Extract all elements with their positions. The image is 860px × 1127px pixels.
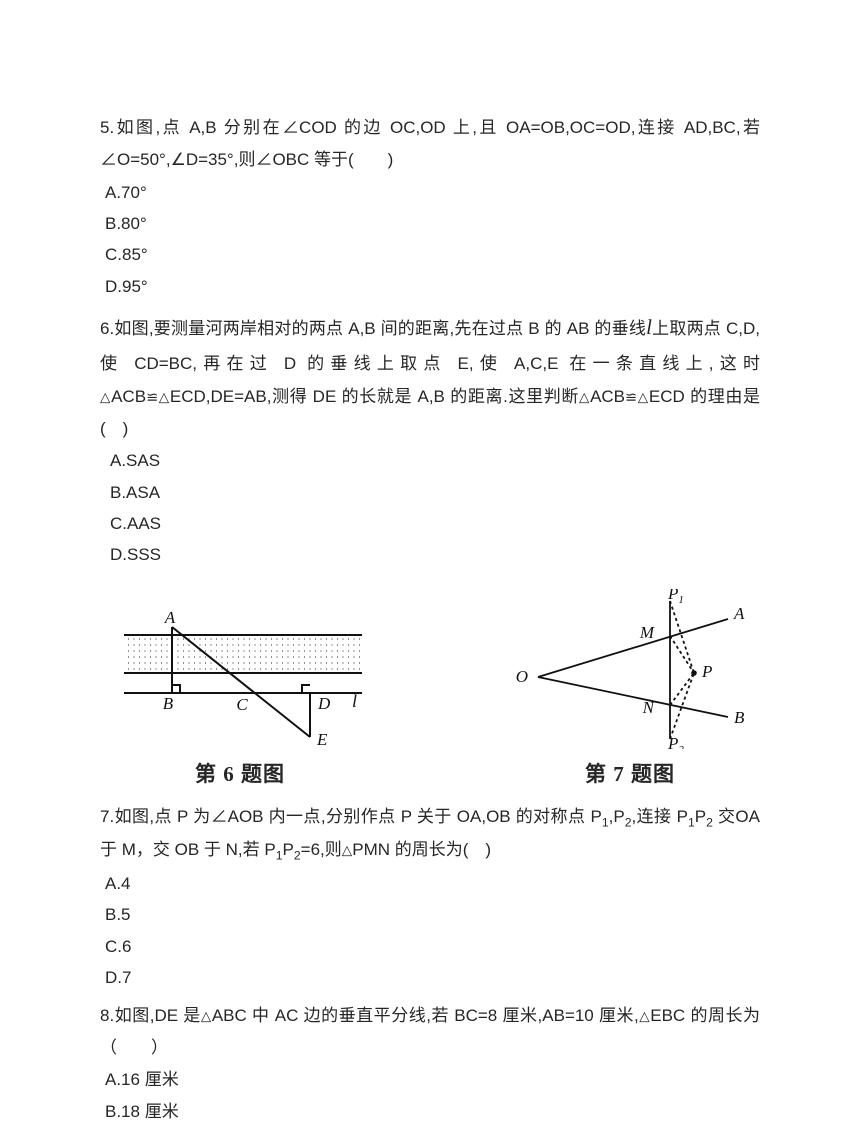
figure-7-block: O A B M N P P1 P2 第 7 题图: [510, 589, 750, 795]
fig6-label-A: A: [164, 609, 176, 627]
figure-7-svg: O A B M N P P1 P2: [510, 589, 750, 749]
q6-t3: ACB: [111, 387, 146, 406]
q5-option-d: D.95°: [105, 271, 760, 302]
q7-t6: P: [283, 840, 294, 859]
figures-row: A B C D E l 第 6 题图: [110, 589, 750, 795]
question-8: 8.如图,DE 是△ABC 中 AC 边的垂直平分线,若 BC=8 厘米,AB=…: [100, 1000, 760, 1127]
fig7-label-P2sub: 2: [678, 744, 684, 749]
q6-text: 6.如图,要测量河两岸相对的两点 A,B 间的距离,先在过点 B 的 AB 的垂…: [100, 308, 760, 445]
fig7-label-A: A: [733, 604, 745, 623]
figure-6-caption: 第 6 题图: [195, 755, 285, 795]
congruent-icon: ≌: [146, 390, 158, 406]
q7-t1: 7.如图,点 P 为∠AOB 内一点,分别作点 P 关于 OA,OB 的对称点 …: [100, 807, 602, 826]
fig7-point-P: [691, 670, 697, 676]
q7-option-c: C.6: [105, 931, 760, 962]
q5-option-c: C.85°: [105, 239, 760, 270]
q5-options: A.70° B.80° C.85° D.95°: [105, 177, 760, 303]
q5-text: 5.如图,点 A,B 分别在∠COD 的边 OC,OD 上,且 OA=OB,OC…: [100, 112, 760, 177]
q6-t5: ACB: [590, 387, 625, 406]
fig6-label-D: D: [317, 694, 331, 713]
triangle-icon: △: [158, 389, 170, 404]
q7-s6: 2: [294, 849, 301, 863]
question-6: 6.如图,要测量河两岸相对的两点 A,B 间的距离,先在过点 B 的 AB 的垂…: [100, 308, 760, 571]
q8-text: 8.如图,DE 是△ABC 中 AC 边的垂直平分线,若 BC=8 厘米,AB=…: [100, 1000, 760, 1065]
q8-options: A.16 厘米 B.18 厘米: [105, 1064, 760, 1127]
triangle-icon: △: [201, 1008, 212, 1023]
q7-t8: PMN 的周长为( ): [352, 840, 491, 859]
q8-t1: 8.如图,DE 是: [100, 1006, 201, 1025]
fig7-label-N: N: [642, 698, 656, 717]
fig6-label-C: C: [236, 695, 248, 714]
fig6-label-l: l: [352, 691, 357, 711]
triangle-icon: △: [342, 843, 352, 858]
fig7-label-B: B: [734, 708, 745, 727]
q8-option-b: B.18 厘米: [105, 1096, 760, 1127]
figure-6-block: A B C D E l 第 6 题图: [110, 609, 370, 795]
fig7-label-P1: P: [667, 589, 678, 603]
q7-t4: P: [695, 807, 706, 826]
triangle-icon: △: [100, 389, 111, 404]
q7-option-a: A.4: [105, 868, 760, 899]
q7-t7: =6,则: [301, 840, 342, 859]
q6-t1: 6.如图,要测量河两岸相对的两点 A,B 间的距离,先在过点 B 的 AB 的垂…: [100, 319, 646, 338]
q6-options: A.SAS B.ASA C.AAS D.SSS: [110, 445, 760, 571]
q5-option-b: B.80°: [105, 208, 760, 239]
question-7: 7.如图,点 P 为∠AOB 内一点,分别作点 P 关于 OA,OB 的对称点 …: [100, 801, 760, 994]
fig7-label-P: P: [701, 662, 712, 681]
q7-s5: 1: [276, 849, 283, 863]
q7-option-b: B.5: [105, 899, 760, 930]
svg-text:P2: P2: [667, 734, 684, 749]
triangle-icon: △: [637, 389, 649, 404]
q7-t2: ,P: [609, 807, 625, 826]
figure-6-svg: A B C D E l: [110, 609, 370, 749]
q6-option-c: C.AAS: [110, 508, 760, 539]
q5-option-a: A.70°: [105, 177, 760, 208]
q8-option-a: A.16 厘米: [105, 1064, 760, 1095]
question-5: 5.如图,点 A,B 分别在∠COD 的边 OC,OD 上,且 OA=OB,OC…: [100, 112, 760, 302]
fig7-label-P2: P: [667, 734, 678, 749]
figure-7-caption: 第 7 题图: [585, 755, 675, 795]
q7-s4: 2: [706, 815, 713, 829]
q6-option-d: D.SSS: [110, 539, 760, 570]
q7-options: A.4 B.5 C.6 D.7: [105, 868, 760, 994]
triangle-icon: △: [639, 1008, 651, 1023]
triangle-icon: △: [579, 389, 590, 404]
q7-s2: 2: [625, 815, 632, 829]
q8-t2: ABC 中 AC 边的垂直平分线,若 BC=8 厘米,AB=10 厘米,: [212, 1006, 639, 1025]
q7-s3: 1: [688, 815, 695, 829]
fig7-label-O: O: [516, 667, 528, 686]
congruent-icon: ≌: [625, 390, 637, 406]
q7-option-d: D.7: [105, 962, 760, 993]
q7-s1: 1: [602, 815, 609, 829]
q6-option-a: A.SAS: [110, 445, 760, 476]
q6-option-b: B.ASA: [110, 477, 760, 508]
q6-t4: ECD,DE=AB,测得 DE 的长就是 A,B 的距离.这里判断: [170, 387, 579, 406]
q7-t3: ,连接 P: [632, 807, 688, 826]
q7-text: 7.如图,点 P 为∠AOB 内一点,分别作点 P 关于 OA,OB 的对称点 …: [100, 801, 760, 868]
fig6-label-B: B: [163, 694, 174, 713]
fig6-label-E: E: [316, 730, 328, 749]
fig7-label-P1sub: 1: [678, 594, 684, 606]
fig7-label-M: M: [639, 623, 655, 642]
